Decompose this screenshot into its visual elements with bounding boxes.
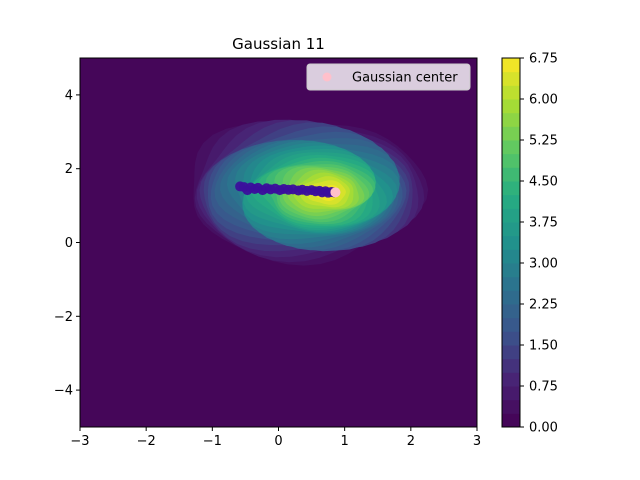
- x-tick-label-3: 0: [274, 434, 282, 449]
- y-tick-label-0: −4: [54, 384, 73, 399]
- y-tick-label-2: 0: [65, 236, 73, 251]
- trajectory-points: [235, 181, 340, 198]
- gaussian-center-point: [330, 187, 341, 198]
- colorbar-band-20: [502, 140, 520, 155]
- colorbar-band-22: [502, 112, 520, 127]
- colorbar-frame: [501, 57, 521, 428]
- colorbar-tick-label-6: 4.50: [529, 175, 558, 190]
- colorbar-tick-label-9: 6.75: [529, 52, 558, 67]
- colorbar-band-24: [502, 85, 520, 100]
- colorbar-band-0: [502, 413, 520, 428]
- plot-area: [80, 58, 477, 427]
- colorbar-band-19: [502, 153, 520, 168]
- colorbar-band-17: [502, 181, 520, 196]
- x-axis: −3 −2 −1 0 1 2 3: [70, 427, 481, 449]
- x-tick-label-1: −2: [137, 434, 156, 449]
- y-axis: −4 −2 0 2 4: [54, 88, 80, 399]
- x-tick-label-6: 3: [473, 434, 481, 449]
- colorbar-band-26: [502, 58, 520, 73]
- colorbar-band-5: [502, 345, 520, 360]
- colorbar-band-15: [502, 208, 520, 223]
- colorbar-tick-label-5: 3.75: [529, 216, 558, 231]
- colorbar-band-8: [502, 304, 520, 319]
- colorbar-bands: [502, 58, 520, 428]
- gaussian-center-marker: [330, 187, 341, 198]
- colorbar-band-14: [502, 222, 520, 237]
- y-tick-label-4: 4: [65, 88, 73, 103]
- legend-label-gaussian-center: Gaussian center: [352, 71, 458, 86]
- legend-swatch-gaussian-center: [322, 72, 332, 82]
- colorbar-band-16: [502, 194, 520, 209]
- colorbar-tick-label-1: 0.75: [529, 380, 558, 395]
- colorbar-band-10: [502, 276, 520, 291]
- colorbar-band-18: [502, 167, 520, 182]
- x-tick-label-5: 2: [407, 434, 415, 449]
- x-tick-label-0: −3: [70, 434, 89, 449]
- colorbar-band-1: [502, 399, 520, 414]
- x-tick-label-2: −1: [203, 434, 222, 449]
- colorbar-band-4: [502, 358, 520, 373]
- colorbar: 0.00 0.75 1.50 2.25 3.00 3.75 4.50 5.25 6.00 6.75: [501, 52, 558, 436]
- colorbar-tick-label-3: 2.25: [529, 298, 558, 313]
- colorbar-band-23: [502, 99, 520, 114]
- colorbar-band-2: [502, 386, 520, 401]
- colorbar-tick-label-8: 6.00: [529, 93, 558, 108]
- colorbar-band-11: [502, 263, 520, 278]
- colorbar-band-6: [502, 331, 520, 346]
- colorbar-band-3: [502, 372, 520, 387]
- colorbar-band-13: [502, 235, 520, 250]
- y-tick-label-1: −2: [54, 310, 73, 325]
- legend: Gaussian center: [306, 63, 471, 91]
- colorbar-band-7: [502, 317, 520, 332]
- colorbar-band-25: [502, 71, 520, 86]
- colorbar-tick-label-7: 5.25: [529, 134, 558, 149]
- colorbar-band-21: [502, 126, 520, 141]
- colorbar-tick-label-4: 3.00: [529, 257, 558, 272]
- colorbar-tick-label-0: 0.00: [529, 421, 558, 436]
- colorbar-band-9: [502, 290, 520, 305]
- legend-box: [306, 63, 471, 91]
- y-tick-label-3: 2: [65, 162, 73, 177]
- colorbar-tick-label-2: 1.50: [529, 339, 558, 354]
- colorbar-band-12: [502, 249, 520, 264]
- chart-title: Gaussian 11: [232, 35, 325, 53]
- colorbar-ticks: 0.00 0.75 1.50 2.25 3.00 3.75 4.50 5.25 6.00 6.75: [520, 52, 558, 436]
- x-tick-label-4: 1: [341, 434, 349, 449]
